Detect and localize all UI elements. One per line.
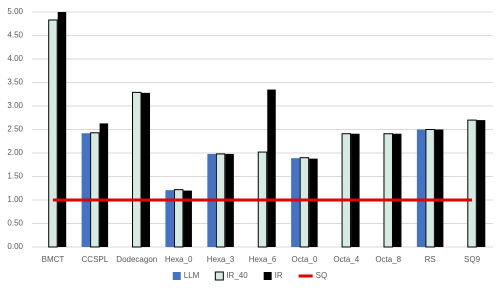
bar [476, 120, 486, 247]
x-tick-label: SQ9 [464, 255, 481, 264]
bar [434, 129, 444, 247]
bar [267, 89, 276, 247]
x-tick-label: Octa_8 [375, 255, 401, 264]
x-tick-label: Hexa_6 [249, 255, 277, 264]
bar [351, 133, 360, 247]
bar [165, 190, 174, 247]
legend-label: IR [275, 271, 283, 280]
bar [467, 119, 477, 248]
bar [99, 123, 109, 247]
bar [341, 133, 352, 248]
bar [90, 132, 100, 248]
bar [141, 92, 151, 247]
y-tick-label: 0.00 [7, 242, 23, 251]
legend-swatch [172, 272, 181, 280]
x-tick-label: Hexa_3 [207, 255, 235, 264]
bar [132, 91, 142, 248]
bar [81, 133, 91, 247]
y-tick-label: 2.50 [7, 125, 23, 134]
legend-swatch [214, 271, 224, 281]
bar [48, 19, 58, 248]
y-tick-label: 1.00 [7, 195, 23, 204]
y-tick-label: 4.50 [7, 31, 23, 40]
y-tick-label: 1.50 [7, 172, 23, 181]
bar [291, 158, 300, 247]
y-tick-label: 4.00 [7, 54, 23, 63]
legend-label: IR_40 [226, 271, 248, 280]
x-tick-label: Octa_0 [292, 255, 318, 264]
x-tick-label: Hexa_0 [165, 255, 193, 264]
y-tick-label: 3.00 [7, 101, 23, 110]
bar [392, 133, 402, 247]
y-tick-label: 2.00 [7, 148, 23, 157]
y-tick-label: 0.50 [7, 219, 23, 228]
x-tick-label: Dodecagon [116, 255, 157, 264]
legend-swatch [263, 272, 272, 280]
bar [383, 133, 393, 248]
bar [299, 157, 310, 248]
x-tick-label: CCSPL [82, 255, 109, 264]
y-tick-label: 3.50 [7, 78, 23, 87]
x-tick-label: RS [425, 255, 436, 264]
legend-label: SQ [316, 271, 328, 280]
bar [309, 158, 318, 247]
bar [57, 12, 67, 247]
bar [183, 190, 192, 247]
x-tick-label: Octa_4 [333, 255, 359, 264]
bar [173, 189, 184, 248]
bar [416, 129, 426, 247]
y-tick-label: 5.00 [7, 7, 23, 16]
legend-label: LLM [184, 271, 200, 280]
x-tick-label: BMCT [42, 255, 65, 264]
bar [425, 129, 435, 248]
